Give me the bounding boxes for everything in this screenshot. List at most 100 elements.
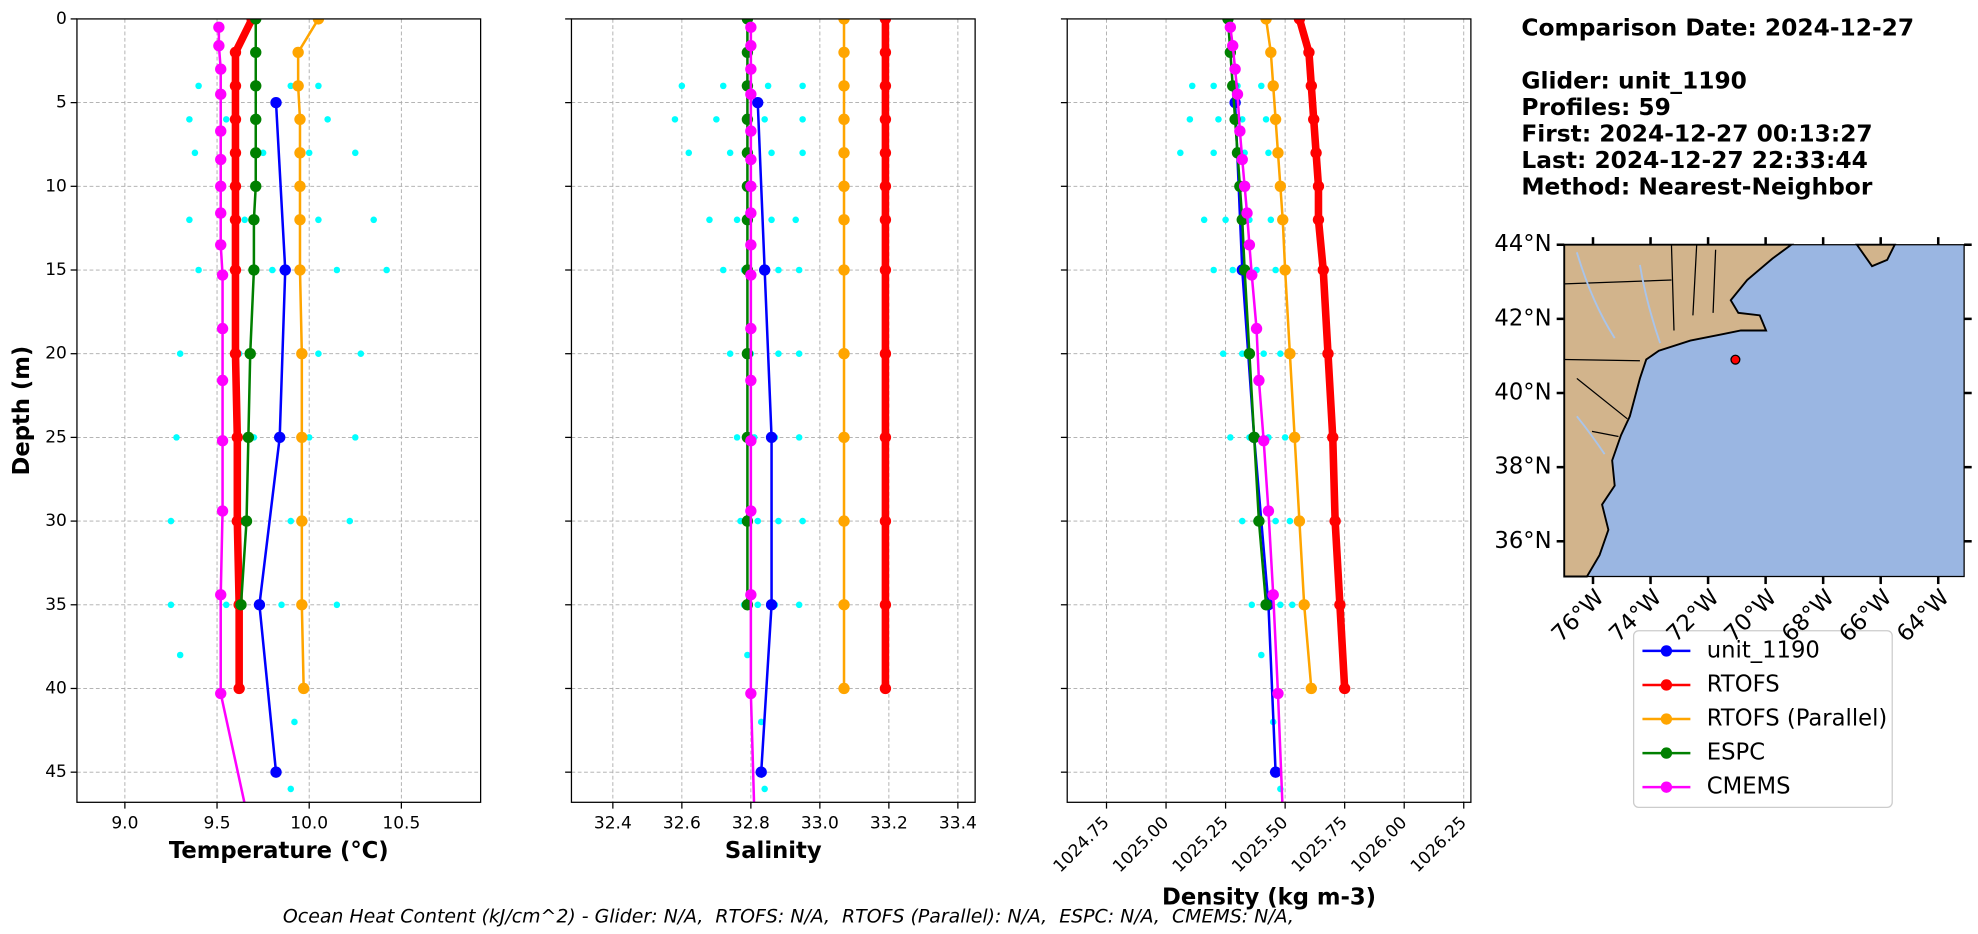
glider-point <box>241 216 248 224</box>
glider-point <box>195 266 202 274</box>
profile-marker <box>297 682 310 695</box>
profile-marker <box>1269 113 1282 126</box>
glider-point <box>1267 216 1275 224</box>
glider-point <box>706 216 713 224</box>
profile-marker <box>213 40 225 52</box>
profile-marker <box>765 599 778 611</box>
y-tick-label: 20 <box>45 344 67 364</box>
glider-point <box>287 82 295 90</box>
glider-point <box>792 216 799 224</box>
glider-point <box>1229 266 1237 274</box>
x-tick-label: 1025.00 <box>1109 813 1173 877</box>
profile-marker <box>745 589 757 601</box>
profile-marker <box>229 46 242 59</box>
profile-marker <box>879 348 892 360</box>
profile-marker <box>879 180 892 192</box>
glider-point <box>167 517 175 525</box>
profile-marker <box>1329 515 1341 527</box>
info-line: Profiles: 59 <box>1521 93 1671 121</box>
glider-point <box>775 517 782 525</box>
x-tick-label: 10.0 <box>290 814 328 834</box>
profile-marker <box>1253 374 1265 387</box>
x-tick-label: 32.6 <box>663 814 701 834</box>
glider-point <box>1281 434 1289 441</box>
glider-point <box>324 116 331 123</box>
profile-marker <box>229 214 242 226</box>
profile-marker <box>1231 88 1244 100</box>
profile-marker <box>745 505 757 517</box>
legend-label: unit_1190 <box>1707 637 1820 663</box>
profile-marker <box>1317 264 1329 276</box>
plot-area <box>571 18 976 803</box>
glider-point <box>222 116 230 123</box>
state-borders <box>1564 244 1717 438</box>
x-axis-label: Temperature (°C) <box>169 838 389 864</box>
glider-point <box>305 434 313 441</box>
y-tick-label: 10 <box>45 176 67 196</box>
profile-marker <box>879 214 892 226</box>
profile-marker <box>879 147 892 159</box>
profile-marker <box>229 180 242 192</box>
axes-frame <box>570 18 976 803</box>
profile-marker <box>838 348 850 360</box>
profile-marker <box>215 207 227 219</box>
profile-marker <box>1267 80 1279 92</box>
profile-marker <box>296 599 308 611</box>
glider-point <box>1227 434 1234 441</box>
profile-marker <box>1265 46 1277 59</box>
glider-point <box>713 116 720 123</box>
profile-marker <box>745 239 757 251</box>
y-tick-label: 45 <box>45 762 67 782</box>
glider-point <box>333 266 341 274</box>
glider-point <box>733 216 741 224</box>
profile-marker <box>838 214 850 226</box>
profile-marker <box>838 147 850 159</box>
x-tick-label: 1026.25 <box>1407 813 1471 877</box>
glider-point <box>259 149 267 157</box>
glider-point <box>287 785 295 793</box>
glider-point <box>719 82 727 90</box>
glider-point <box>333 601 341 609</box>
profile-marker <box>1246 269 1258 281</box>
profile-marker <box>765 431 778 444</box>
x-axis-label: Salinity <box>725 838 822 864</box>
lon-label: 64°W <box>1892 585 1955 648</box>
profile-marker <box>1262 505 1275 517</box>
profile-marker <box>1284 348 1296 360</box>
glider-point <box>1260 350 1267 357</box>
profile-marker <box>879 599 892 611</box>
x-tick-label: 10.5 <box>382 814 420 834</box>
glider-point <box>1288 601 1296 609</box>
rivers <box>1575 252 1662 455</box>
profile-marker <box>216 435 229 447</box>
profile-marker <box>1250 322 1263 335</box>
legend-marker <box>1660 781 1673 793</box>
glider-point <box>761 785 768 793</box>
profile-marker <box>1267 589 1279 601</box>
lon-label: 76°W <box>1547 585 1610 648</box>
profile-marker <box>250 180 262 192</box>
profile-marker <box>1293 515 1306 527</box>
axes-frame <box>76 18 482 803</box>
profile-marker <box>745 374 757 387</box>
glider-point <box>1210 149 1217 157</box>
profile-marker <box>745 88 757 100</box>
y-tick-label: 35 <box>45 595 67 615</box>
legend-marker <box>1660 645 1673 657</box>
glider-point <box>775 266 782 274</box>
glider-point <box>315 350 322 357</box>
profile-marker <box>231 431 243 444</box>
x-tick-label: 32.8 <box>732 814 770 834</box>
glider-point <box>1200 216 1208 224</box>
profile-marker <box>838 515 850 527</box>
glider-point <box>678 82 686 90</box>
profile-marker <box>1298 599 1310 611</box>
legend-marker <box>1660 713 1673 725</box>
profile-marker <box>1305 80 1317 92</box>
lat-label: 42°N <box>1494 305 1551 331</box>
info-line: Glider: unit_1190 <box>1521 66 1747 94</box>
profile-marker <box>745 40 757 52</box>
x-tick-label: 1025.25 <box>1169 813 1233 877</box>
profile-marker <box>1279 264 1291 276</box>
